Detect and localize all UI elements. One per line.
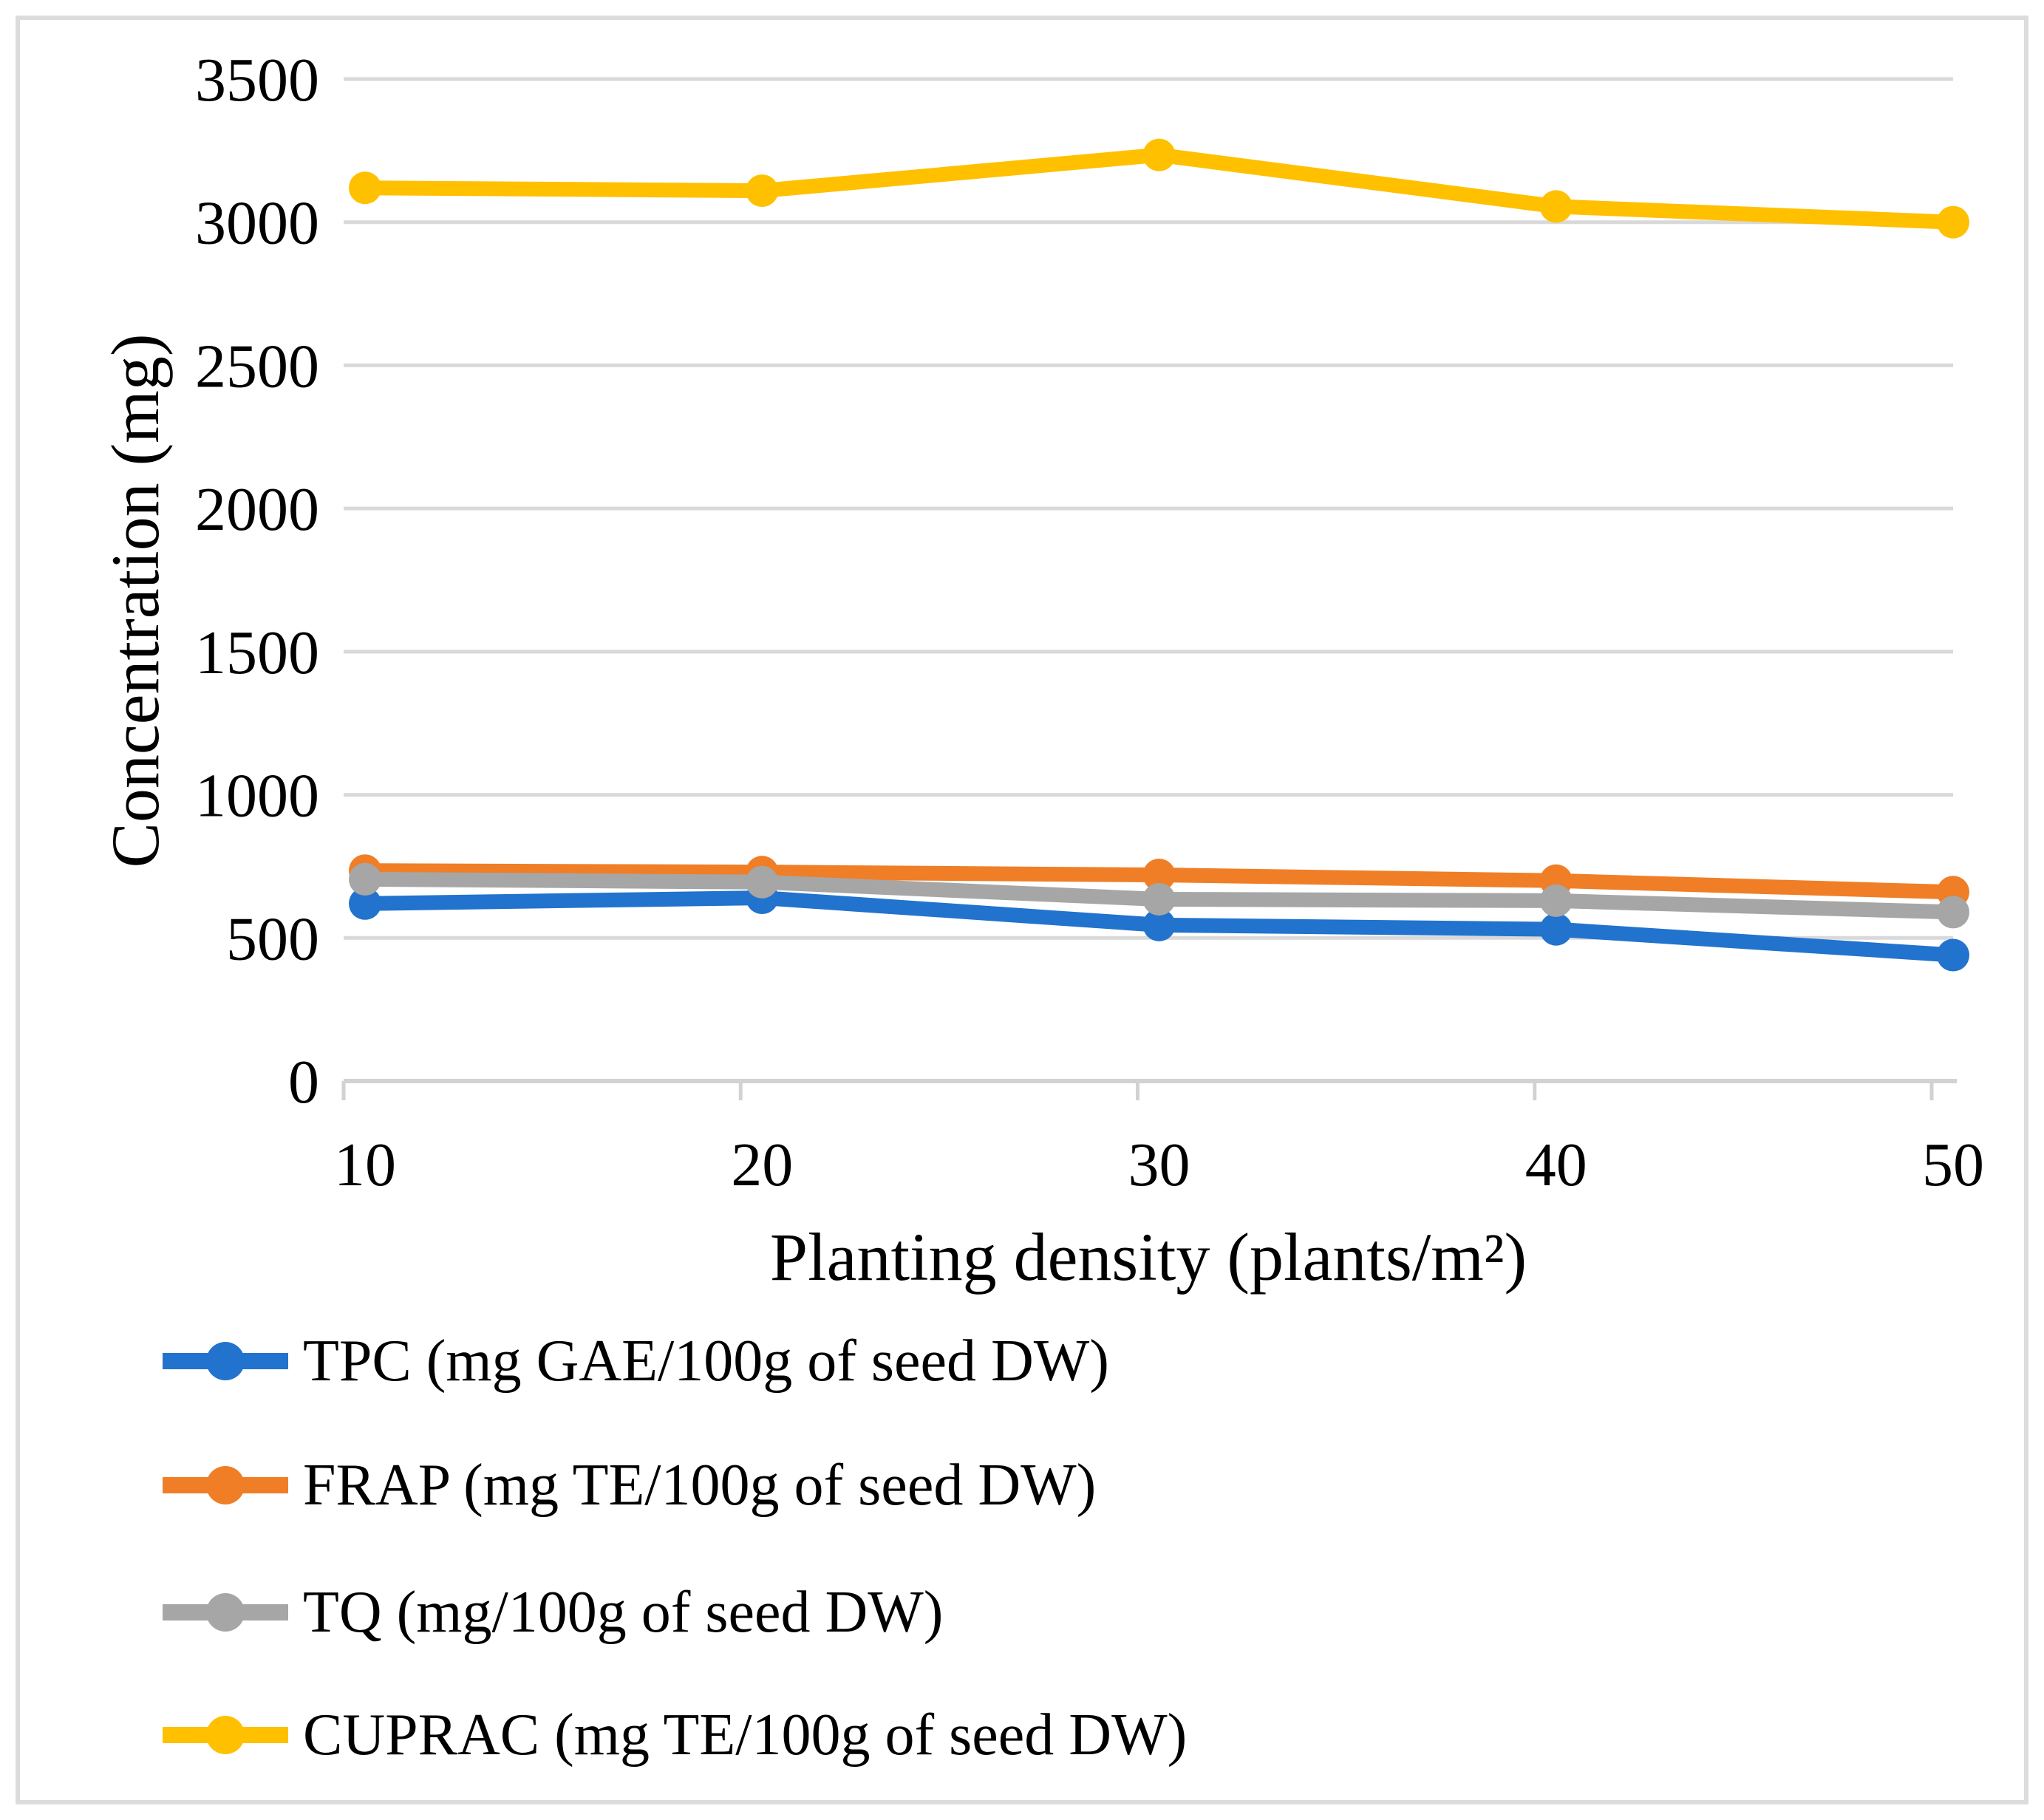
data-point-tpc <box>1539 913 1573 946</box>
data-point-cuprac <box>746 174 779 208</box>
y-tick-label: 1000 <box>195 762 319 831</box>
data-point-tq <box>746 865 779 899</box>
data-point-cuprac <box>349 171 381 205</box>
legend-label-frap: FRAP (mg TE/100g of seed DW) <box>303 1452 1097 1518</box>
data-point-cuprac <box>1539 190 1573 223</box>
legend-marker-cuprac <box>163 1716 288 1754</box>
data-point-tpc <box>349 887 381 920</box>
data-point-tq <box>1539 884 1573 917</box>
y-tick-label: 500 <box>226 904 319 973</box>
y-tick-label: 2500 <box>195 332 319 401</box>
data-point-cuprac <box>1937 205 1969 239</box>
y-tick-label: 3000 <box>195 189 319 258</box>
legend-marker-tpc <box>163 1342 288 1380</box>
figure-border <box>16 16 2028 1804</box>
legend-dot-frap <box>206 1466 245 1504</box>
legend-item-tpc: TPC (mg GAE/100g of seed DW) <box>161 1324 1109 1398</box>
y-tick-label: 1500 <box>195 618 319 687</box>
data-point-tq <box>1142 882 1176 916</box>
legend-dot-cuprac <box>206 1716 245 1754</box>
y-tick-label: 3500 <box>195 46 319 115</box>
legend-label-cuprac: CUPRAC (mg TE/100g of seed DW) <box>303 1702 1188 1768</box>
legend-item-frap: FRAP (mg TE/100g of seed DW) <box>161 1448 1096 1522</box>
legend-marker-tq <box>163 1593 288 1632</box>
y-axis-title: Concentration (mg) <box>98 333 173 868</box>
y-tick-label: 0 <box>288 1048 319 1117</box>
x-tick-label: 10 <box>334 1131 396 1199</box>
x-axis-title: Planting density (plants/m²) <box>769 1219 1527 1295</box>
y-tick-label: 2000 <box>195 475 319 544</box>
data-point-frap <box>1142 859 1176 892</box>
data-point-cuprac <box>1142 138 1176 171</box>
legend-dot-tq <box>206 1593 245 1632</box>
data-point-tq <box>1937 896 1969 929</box>
x-tick-label: 30 <box>1128 1131 1190 1199</box>
legend-marker-frap <box>163 1466 288 1504</box>
legend-label-tq: TQ (mg/100g of seed DW) <box>303 1579 944 1645</box>
x-tick-label: 40 <box>1525 1131 1587 1199</box>
legend-item-cuprac: CUPRAC (mg TE/100g of seed DW) <box>161 1698 1187 1772</box>
x-tick-label: 20 <box>731 1131 793 1199</box>
legend-label-tpc: TPC (mg GAE/100g of seed DW) <box>303 1328 1109 1394</box>
x-tick-label: 50 <box>1922 1131 1984 1199</box>
data-point-tpc <box>1937 938 1969 972</box>
data-point-tpc <box>1142 908 1176 941</box>
legend-dot-tpc <box>206 1342 245 1380</box>
legend-item-tq: TQ (mg/100g of seed DW) <box>161 1575 943 1649</box>
data-point-tq <box>349 862 381 896</box>
